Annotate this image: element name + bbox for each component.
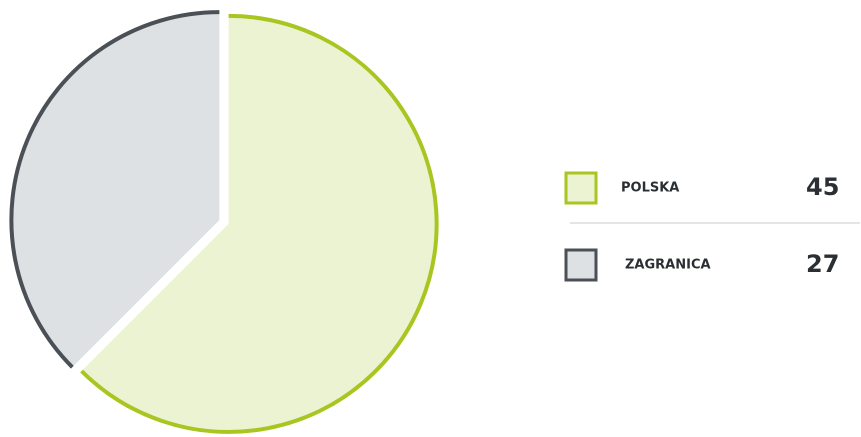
legend-value: 27 bbox=[806, 250, 839, 278]
legend-swatch bbox=[564, 171, 598, 205]
pie-slice bbox=[11, 12, 220, 368]
legend-label: ZAGRANICA bbox=[625, 258, 711, 273]
pie-slice-outline bbox=[80, 13, 439, 434]
pie-slice-outline bbox=[9, 10, 220, 369]
legend-swatch bbox=[564, 248, 598, 282]
legend-value: 45 bbox=[806, 173, 839, 201]
pie-slice bbox=[81, 15, 437, 432]
legend-label: POLSKA bbox=[621, 181, 679, 196]
